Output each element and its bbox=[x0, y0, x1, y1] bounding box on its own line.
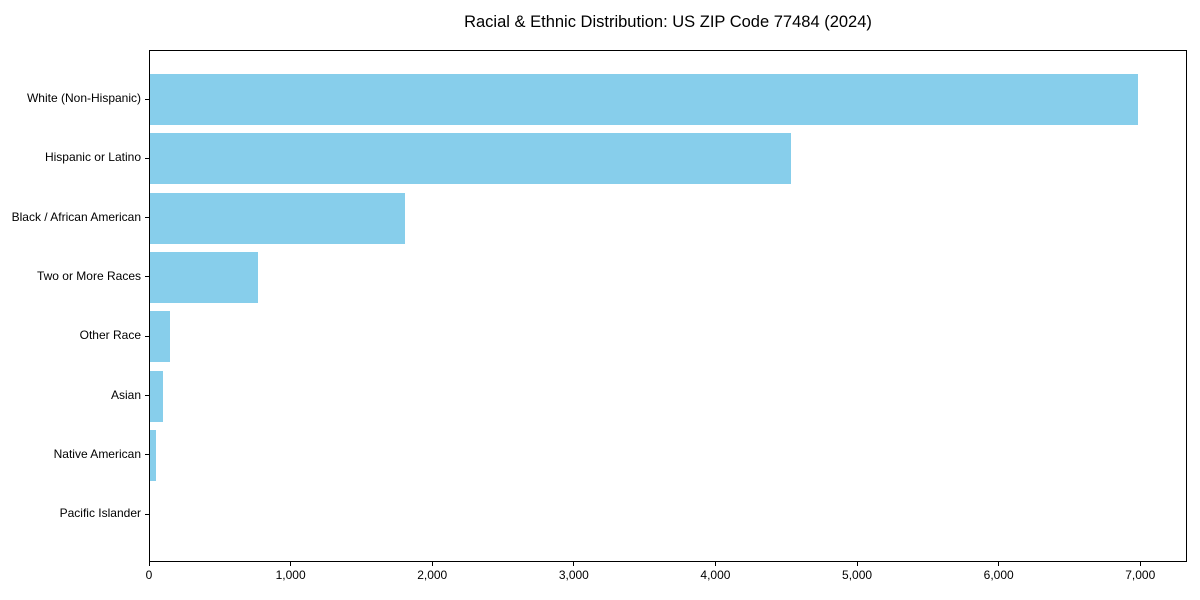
x-axis-tick bbox=[573, 562, 575, 566]
plot-area bbox=[149, 50, 1187, 562]
y-axis-label-white-non-hispanic: White (Non-Hispanic) bbox=[26, 91, 141, 105]
y-axis-label-asian: Asian bbox=[110, 387, 141, 402]
x-axis-tick bbox=[290, 562, 292, 566]
x-axis-tick bbox=[148, 562, 150, 566]
x-axis-tick-label: 0 bbox=[145, 568, 153, 582]
bar-two-or-more-races bbox=[150, 251, 258, 303]
bar-white-non-hispanic bbox=[150, 74, 1139, 125]
y-axis-label-other-race: Other Race bbox=[79, 328, 141, 343]
x-axis-tick bbox=[998, 562, 1000, 566]
x-axis-tick-label: 5,000 bbox=[842, 568, 873, 582]
chart-title: Racial & Ethnic Distribution: US ZIP Cod… bbox=[464, 13, 872, 31]
bar-other-race bbox=[150, 311, 170, 363]
y-axis-tick bbox=[145, 513, 149, 515]
x-axis-tick-label: 3,000 bbox=[558, 568, 589, 582]
y-axis-tick bbox=[145, 217, 149, 219]
x-axis-tick-label: 7,000 bbox=[1125, 568, 1156, 582]
x-axis-tick bbox=[714, 562, 716, 566]
x-axis-tick-label: 4,000 bbox=[700, 568, 731, 582]
x-axis-tick bbox=[856, 562, 858, 566]
y-axis-tick bbox=[145, 157, 149, 159]
bar-asian bbox=[150, 370, 163, 422]
bar-hispanic-or-latino bbox=[150, 133, 792, 185]
x-axis-tick bbox=[1139, 562, 1141, 566]
x-axis-tick-label: 2,000 bbox=[417, 568, 448, 582]
y-axis-tick bbox=[145, 454, 149, 456]
y-axis-label-pacific-islander: Pacific Islander bbox=[59, 506, 141, 521]
y-axis-tick bbox=[145, 276, 149, 278]
y-axis-label-two-or-more-races: Two or More Races bbox=[36, 268, 141, 283]
y-axis-label-black-african-american: Black / African American bbox=[11, 209, 141, 224]
y-axis-label-hispanic-or-latino: Hispanic or Latino bbox=[44, 150, 141, 165]
bar-native-american bbox=[150, 429, 157, 481]
x-axis-tick-label: 1,000 bbox=[275, 568, 306, 582]
y-axis-label-native-american: Native American bbox=[53, 446, 141, 461]
bar-black-african-american bbox=[150, 192, 405, 244]
x-axis-tick-label: 6,000 bbox=[983, 568, 1014, 582]
y-axis-tick bbox=[145, 98, 149, 100]
y-axis-tick bbox=[145, 395, 149, 396]
y-axis-tick bbox=[145, 335, 149, 337]
x-axis-tick bbox=[431, 562, 433, 566]
